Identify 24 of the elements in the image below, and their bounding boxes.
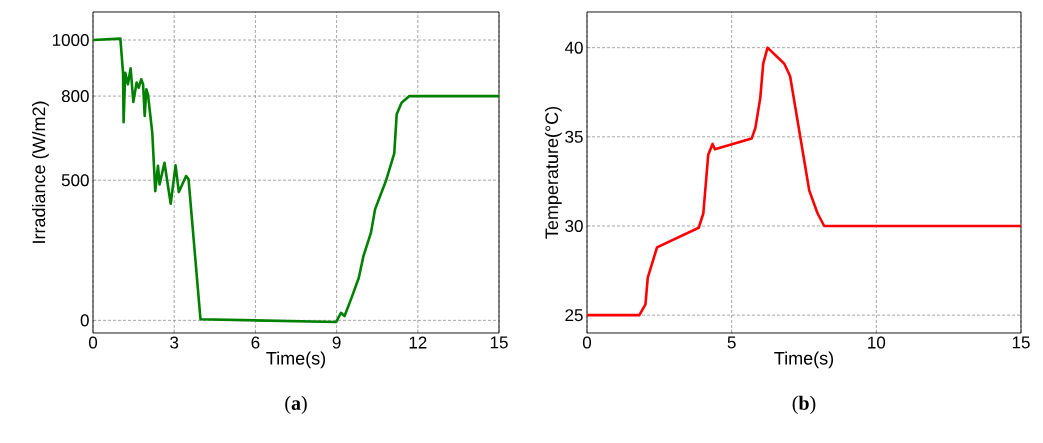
- x-tick-label: 12: [409, 336, 427, 349]
- y-tick-label: 30: [565, 219, 583, 233]
- x-tick-label: 0: [88, 336, 98, 349]
- text: (a): [285, 395, 307, 414]
- y-tick-label: 25: [565, 309, 583, 322]
- y-tick-label: 0: [80, 314, 89, 327]
- x-tick-label: 15: [1012, 336, 1030, 349]
- y-tick-label: 35: [565, 130, 583, 143]
- x-tick-label: 3: [170, 336, 179, 349]
- x-axis-title: Time(s): [774, 351, 834, 369]
- y-axis-title: Temperature(°C): [544, 106, 562, 239]
- x-tick-label: 15: [490, 336, 508, 349]
- x-tick-label: 6: [251, 336, 260, 349]
- x-tick-label: 0: [582, 336, 592, 349]
- y-tick-label: 1000: [52, 34, 89, 47]
- y-tick-label: 40: [564, 41, 583, 54]
- y-tick-label: 500: [61, 174, 89, 187]
- x-tick-label: 9: [332, 336, 341, 349]
- x-axis-title: Time(s): [266, 351, 326, 369]
- text: (b): [792, 395, 816, 414]
- x-tick-label: 5: [727, 336, 736, 349]
- y-axis-title: Irradiance (W/m2): [32, 101, 49, 243]
- x-tick-label: 10: [868, 336, 886, 349]
- y-tick-label: 800: [61, 90, 89, 103]
